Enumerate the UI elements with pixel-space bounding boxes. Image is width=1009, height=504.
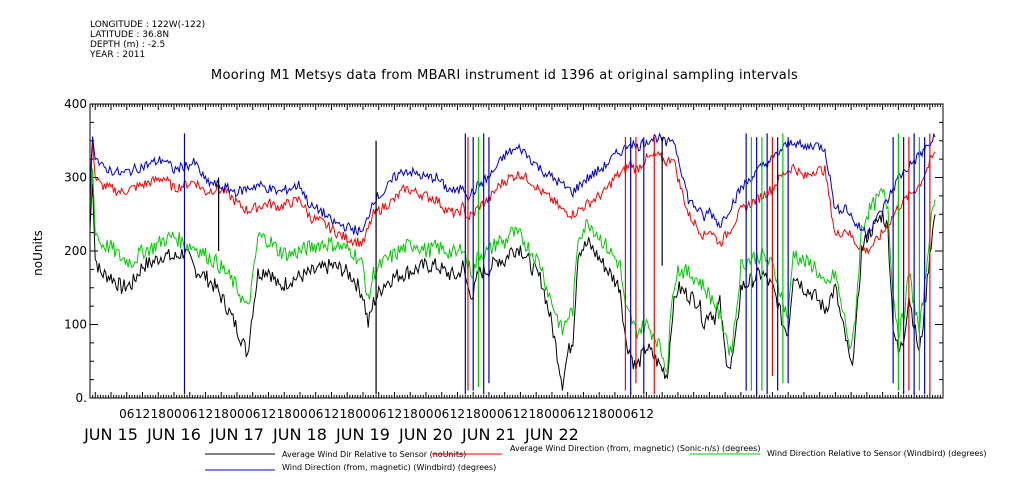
x-tick-label: 12 <box>135 407 150 421</box>
legend: Average Wind Dir Relative to Sensor (noU… <box>205 444 987 472</box>
x-tick-label: 00 <box>166 407 181 421</box>
x-tick-label: 06 <box>308 407 323 421</box>
x-day-label: JUN 19 <box>335 425 390 444</box>
longitude-text: LONGITUDE : 122W(-122) <box>90 20 206 30</box>
y-tick-label: 300 <box>64 171 87 185</box>
x-day-label: JUN 20 <box>398 425 453 444</box>
latitude-text: LATITUDE : 36.8N <box>90 30 170 40</box>
x-tick-label: 00 <box>544 407 559 421</box>
x-tick-label: 18 <box>592 407 607 421</box>
x-tick-label: 18 <box>214 407 229 421</box>
y-tick-label: 0. <box>76 391 87 405</box>
y-tick-label: 400 <box>64 97 87 111</box>
plot-frame <box>89 103 944 399</box>
x-tick-label: 18 <box>151 407 166 421</box>
x-tick-label: 12 <box>198 407 213 421</box>
x-tick-label: 18 <box>466 407 481 421</box>
series-line <box>89 140 936 256</box>
x-tick-label: 06 <box>119 407 134 421</box>
x-tick-label: 00 <box>481 407 496 421</box>
y-tick-label: 200 <box>64 244 87 258</box>
x-tick-label: 06 <box>623 407 638 421</box>
series-line <box>89 132 936 240</box>
x-tick-label: 00 <box>355 407 370 421</box>
x-tick-label: 12 <box>261 407 276 421</box>
x-tick-label: 12 <box>450 407 465 421</box>
x-tick-label: 00 <box>607 407 622 421</box>
x-day-label: JUN 21 <box>461 425 516 444</box>
x-tick-label: 00 <box>229 407 244 421</box>
x-tick-label: 00 <box>418 407 433 421</box>
x-tick-label: 12 <box>576 407 591 421</box>
x-tick-label: 18 <box>277 407 292 421</box>
legend-label: Average Wind Dir Relative to Sensor (noU… <box>282 450 466 459</box>
legend-label: Average Wind Direction (from, magnetic) … <box>510 444 760 453</box>
x-tick-label: 18 <box>340 407 355 421</box>
x-tick-label: 06 <box>560 407 575 421</box>
y-tick-label: 100 <box>64 318 87 332</box>
x-day-label: JUN 18 <box>272 425 327 444</box>
y-axis-label: noUnits <box>31 230 45 276</box>
series-lines <box>89 132 936 395</box>
series-line <box>89 168 936 374</box>
x-tick-label: 06 <box>434 407 449 421</box>
x-tick-label: 00 <box>292 407 307 421</box>
x-tick-label: 18 <box>529 407 544 421</box>
x-day-label: JUN 16 <box>146 425 201 444</box>
x-day-label: JUN 17 <box>209 425 264 444</box>
depth-text: DEPTH (m) : -2.5 <box>90 40 166 50</box>
x-tick-label: 12 <box>639 407 654 421</box>
x-tick-label: 06 <box>245 407 260 421</box>
x-tick-label: 12 <box>387 407 402 421</box>
x-tick-label: 06 <box>497 407 512 421</box>
x-tick-label: 12 <box>513 407 528 421</box>
x-tick-label: 06 <box>371 407 386 421</box>
chart-title: Mooring M1 Metsys data from MBARI instru… <box>210 68 799 83</box>
series-line <box>89 183 936 391</box>
x-tick-label: 18 <box>403 407 418 421</box>
legend-label: Wind Direction (from, magnetic) (Windbir… <box>282 463 496 472</box>
x-day-label: JUN 15 <box>83 425 138 444</box>
x-tick-label: 12 <box>324 407 339 421</box>
x-tick-label: 06 <box>182 407 197 421</box>
metadata-block: LONGITUDE : 122W(-122) LATITUDE : 36.8N … <box>90 20 205 60</box>
legend-label: Wind Direction Relative to Sensor (Windb… <box>767 449 987 458</box>
x-day-label: JUN 22 <box>524 425 579 444</box>
year-text: YEAR : 2011 <box>90 50 146 60</box>
